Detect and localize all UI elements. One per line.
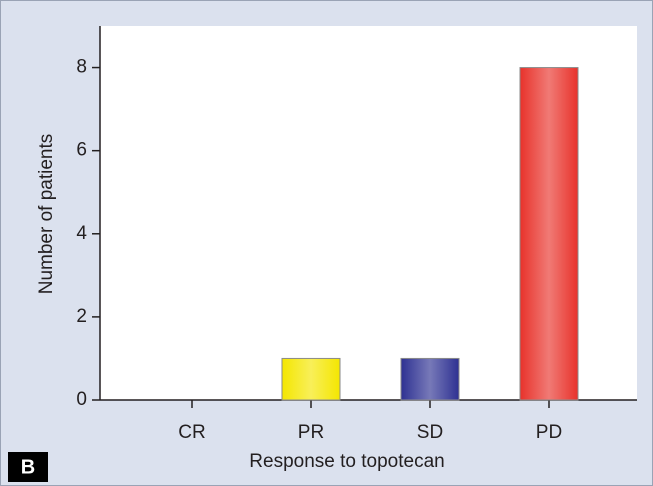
y-tick-label: 2 [76, 306, 87, 327]
x-tick-label: CR [178, 422, 205, 443]
panel-label: B [21, 456, 35, 478]
x-tick-label: SD [417, 422, 443, 443]
x-tick-label: PR [298, 422, 324, 443]
y-tick-label: 8 [76, 57, 87, 78]
bar [281, 357, 341, 401]
x-axis-title: Response to topotecan [249, 451, 444, 472]
bar [519, 67, 579, 401]
y-tick-label: 6 [76, 140, 87, 161]
y-tick-label: 0 [76, 389, 87, 410]
y-axis-title: Number of patients [36, 134, 57, 295]
bar [400, 357, 460, 401]
x-tick-label: PD [536, 422, 562, 443]
y-tick-label: 4 [76, 223, 87, 244]
panel-label-box [8, 452, 48, 482]
